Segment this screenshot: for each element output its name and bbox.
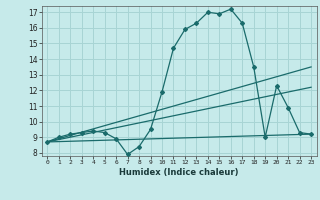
X-axis label: Humidex (Indice chaleur): Humidex (Indice chaleur) xyxy=(119,168,239,177)
